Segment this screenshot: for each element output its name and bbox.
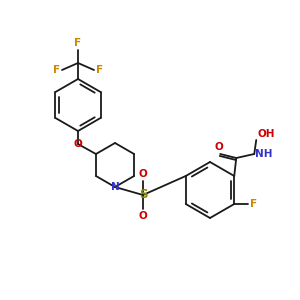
Text: S: S — [139, 188, 147, 202]
Text: O: O — [139, 211, 147, 221]
Text: F: F — [96, 65, 103, 75]
Text: NH: NH — [255, 149, 273, 159]
Text: O: O — [139, 169, 147, 179]
Text: OH: OH — [257, 129, 275, 139]
Text: F: F — [250, 199, 257, 209]
Text: F: F — [74, 38, 82, 48]
Text: F: F — [53, 65, 60, 75]
Text: O: O — [74, 139, 82, 149]
Text: N: N — [111, 182, 119, 192]
Text: O: O — [215, 142, 224, 152]
